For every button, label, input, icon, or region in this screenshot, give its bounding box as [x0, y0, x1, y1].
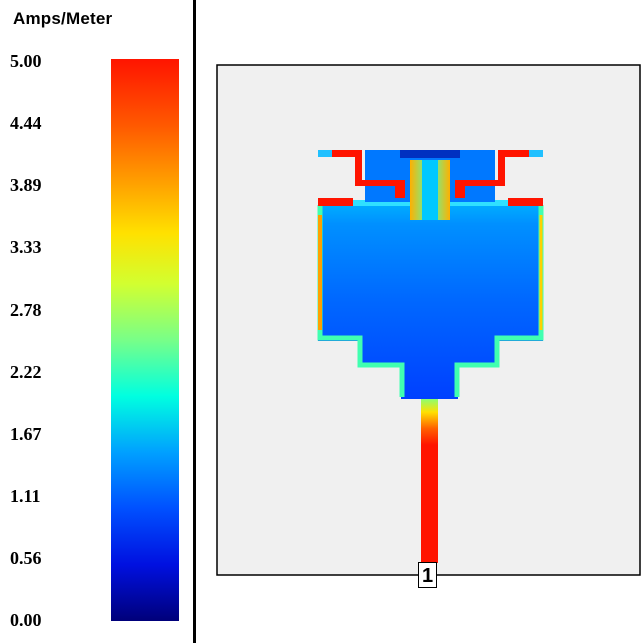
- legend-title: Amps/Meter: [13, 9, 113, 28]
- tick-label: 0.00: [10, 610, 42, 630]
- legend-panel: Amps/Meter 5.00 4.44 3.89 3.33 2.78 2.22…: [0, 0, 196, 643]
- tick-label: 3.33: [10, 237, 42, 257]
- tick-label: 5.00: [10, 51, 42, 71]
- panel-divider: [193, 0, 196, 643]
- tick-label: 2.22: [10, 362, 42, 382]
- tick-label: 4.44: [10, 113, 42, 133]
- right-stub: [455, 150, 543, 198]
- tick-label: 2.78: [10, 300, 42, 320]
- feed-line: [421, 399, 438, 563]
- patch-body: [318, 200, 543, 399]
- tick-label: 1.11: [10, 486, 41, 506]
- tick-label: 0.56: [10, 548, 42, 568]
- tick-label: 1.67: [10, 424, 42, 444]
- colorbar: [111, 59, 179, 621]
- left-stub: [318, 150, 405, 198]
- port-label[interactable]: 1: [418, 562, 437, 588]
- tick-label: 3.89: [10, 175, 42, 195]
